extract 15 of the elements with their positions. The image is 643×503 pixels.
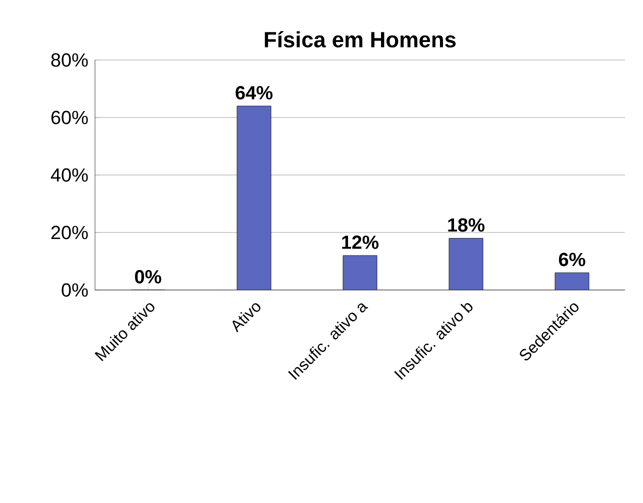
chart-title: Física em Homens xyxy=(264,31,456,48)
bar xyxy=(449,238,483,290)
data-label: 12% xyxy=(342,236,379,249)
bar xyxy=(554,272,590,290)
data-label: 64% xyxy=(236,86,273,100)
y-tick-label: 80% xyxy=(51,53,88,67)
bar xyxy=(343,255,377,290)
bar xyxy=(237,106,272,290)
y-tick-label: 60% xyxy=(51,110,88,124)
y-tick-label: 20% xyxy=(51,226,88,240)
data-label: 18% xyxy=(448,218,484,232)
data-label: 6% xyxy=(558,252,586,266)
y-tick-label: 0% xyxy=(62,283,88,297)
y-tick-label: 40% xyxy=(50,168,88,182)
data-label: 0% xyxy=(135,270,162,284)
